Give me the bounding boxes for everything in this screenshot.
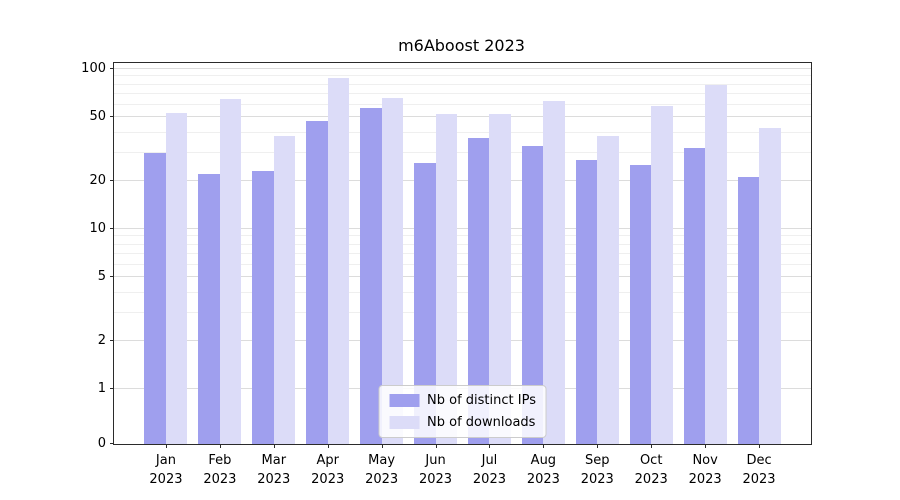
- x-axis-tick: [219, 444, 221, 448]
- bar-distinct-ips-jan: [144, 152, 166, 444]
- bar-distinct-ips-jun: [414, 162, 436, 444]
- gridline-minor: [114, 291, 811, 293]
- x-axis-tick: [543, 444, 545, 448]
- x-axis-tick: [651, 444, 653, 448]
- x-axis-label: Mar 2023: [257, 453, 291, 487]
- x-axis-tick: [327, 444, 329, 448]
- x-axis-tick: [597, 444, 599, 448]
- gridline-major: [114, 339, 811, 341]
- gridline-minor: [114, 263, 811, 265]
- gridline-major: [114, 228, 811, 229]
- gridline-major: [114, 179, 811, 181]
- gridline-minor: [114, 131, 811, 133]
- bar-downloads-may: [381, 97, 404, 444]
- bar-downloads-oct: [651, 105, 673, 444]
- x-axis-tick: [273, 444, 275, 448]
- gridline-major: [114, 116, 811, 118]
- legend-label-distinct-ips: Nb of distinct IPs: [427, 393, 536, 408]
- bar-downloads-apr: [327, 77, 350, 444]
- bar-distinct-ips-aug: [521, 146, 544, 444]
- x-axis-tick: [759, 444, 761, 448]
- x-axis-label: Sep 2023: [580, 453, 614, 487]
- bar-distinct-ips-sep: [575, 159, 598, 444]
- y-axis-label: 2: [97, 332, 106, 348]
- bar-distinct-ips-feb: [198, 174, 220, 444]
- y-axis-tick: [110, 68, 114, 69]
- bar-distinct-ips-nov: [683, 148, 706, 444]
- legend: Nb of distinct IPs Nb of downloads: [378, 385, 547, 438]
- y-axis-label: 100: [81, 61, 106, 76]
- x-axis-tick: [381, 444, 383, 448]
- gridline-minor: [114, 92, 811, 94]
- y-axis-label: 0: [97, 436, 106, 451]
- y-axis-label: 20: [89, 172, 106, 188]
- y-axis-tick: [110, 276, 114, 278]
- gridline-minor: [114, 311, 811, 313]
- y-axis-tick: [110, 388, 114, 389]
- bar-downloads-feb: [219, 98, 242, 444]
- bar-distinct-ips-apr: [306, 121, 328, 444]
- bar-downloads-mar: [273, 136, 296, 444]
- bar-downloads-jan: [165, 113, 188, 444]
- bar-downloads-sep: [597, 136, 619, 444]
- x-axis-tick: [165, 444, 167, 448]
- bar-downloads-jun: [435, 114, 458, 444]
- gridline-minor: [114, 83, 811, 85]
- bar-distinct-ips-mar: [252, 171, 274, 444]
- gridline-minor: [114, 151, 811, 153]
- x-axis-label: Jun 2023: [418, 453, 453, 487]
- bar-distinct-ips-may: [360, 108, 382, 444]
- y-axis-label: 1: [97, 381, 106, 396]
- x-axis-tick: [435, 444, 437, 448]
- x-axis-tick: [489, 444, 491, 448]
- y-axis-tick: [110, 228, 114, 229]
- x-axis-label: Apr 2023: [311, 453, 345, 487]
- gridline-minor: [114, 103, 811, 105]
- x-axis-label: Dec 2023: [742, 453, 776, 487]
- x-axis-label: Feb 2023: [203, 453, 237, 487]
- gridline-minor: [114, 75, 811, 77]
- legend-item-distinct-ips: Nb of distinct IPs: [389, 393, 536, 408]
- y-axis-label: 5: [97, 269, 106, 285]
- y-axis-tick: [110, 443, 114, 444]
- bar-downloads-aug: [543, 101, 565, 444]
- x-axis-label: Jan 2023: [149, 453, 183, 487]
- x-axis-label: May 2023: [365, 453, 399, 487]
- gridline-minor: [114, 243, 811, 245]
- legend-swatch-distinct-ips: [389, 394, 420, 407]
- bar-downloads-dec: [759, 127, 781, 444]
- legend-label-downloads: Nb of downloads: [427, 415, 536, 430]
- x-axis-label: Jul 2023: [472, 453, 506, 487]
- y-axis-tick: [110, 339, 114, 341]
- x-axis-label: Aug 2023: [526, 453, 560, 487]
- legend-swatch-downloads: [389, 416, 420, 429]
- bar-downloads-nov: [705, 85, 727, 444]
- bar-downloads-jul: [489, 114, 511, 444]
- x-axis-label: Nov 2023: [688, 453, 722, 487]
- y-axis-tick: [110, 116, 114, 118]
- y-axis-tick: [110, 179, 114, 181]
- gridline-major: [114, 276, 811, 278]
- x-axis-tick: [705, 444, 707, 448]
- y-axis-label: 50: [89, 109, 106, 125]
- legend-item-downloads: Nb of downloads: [389, 415, 536, 430]
- chart-title: m6Aboost 2023: [398, 36, 525, 55]
- bar-distinct-ips-jul: [467, 138, 490, 444]
- bar-distinct-ips-oct: [629, 165, 652, 444]
- gridline-major: [114, 68, 811, 69]
- gridline-minor: [114, 252, 811, 254]
- plot-area: Nb of distinct IPs Nb of downloads 0 1 2 5 1…: [81, 62, 812, 487]
- bar-distinct-ips-dec: [737, 177, 760, 444]
- y-axis-label: 10: [89, 221, 106, 236]
- gridline-minor: [114, 235, 811, 237]
- x-axis-label: Oct 2023: [634, 453, 668, 487]
